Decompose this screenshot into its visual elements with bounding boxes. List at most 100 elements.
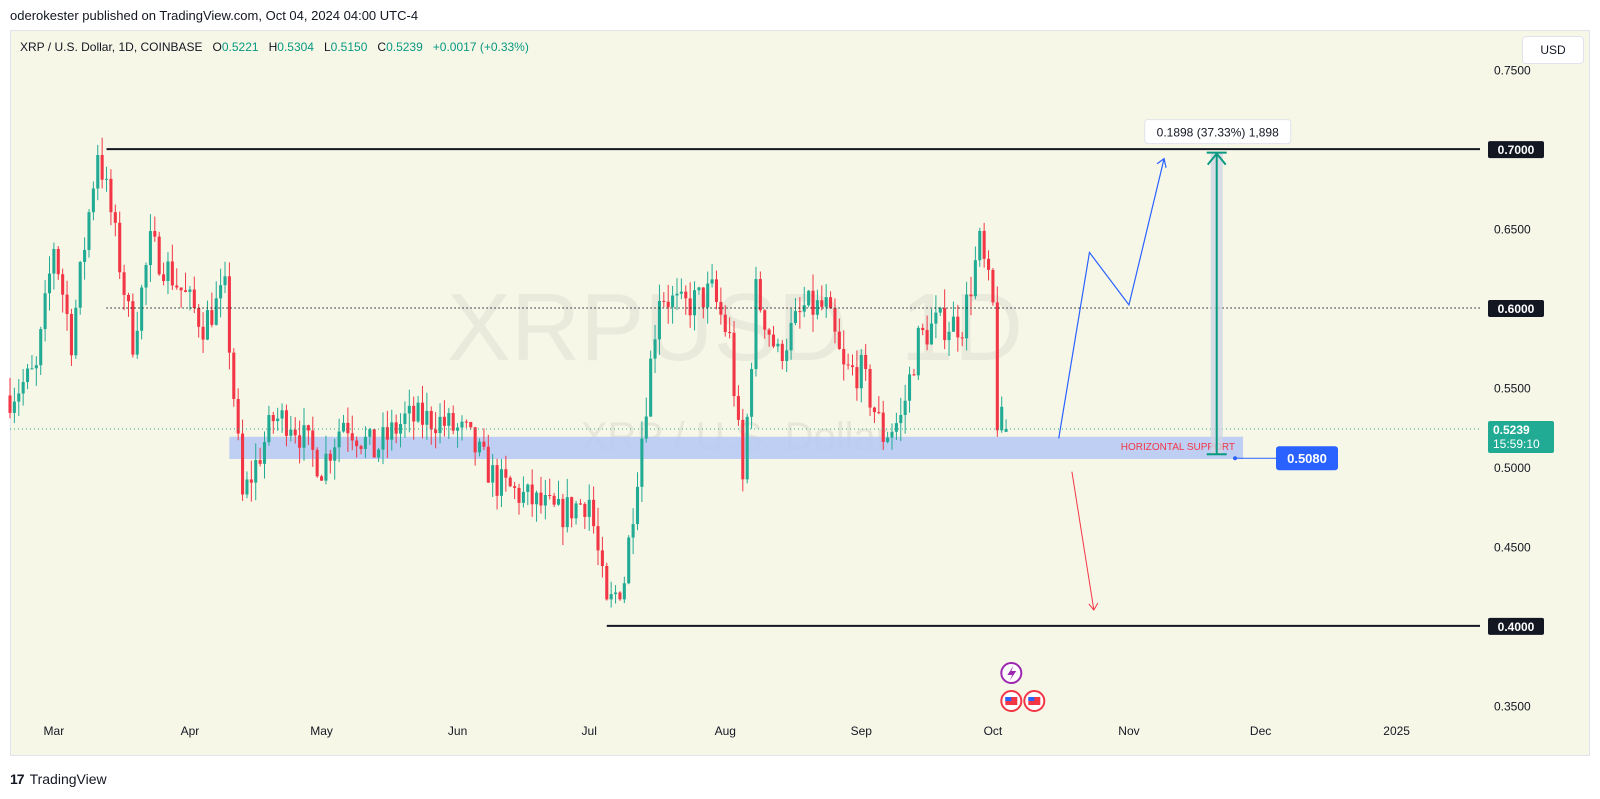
candle-body[interactable] — [824, 297, 828, 307]
candle-body[interactable] — [122, 272, 126, 295]
candle-body[interactable] — [991, 269, 995, 303]
candle-body[interactable] — [785, 350, 789, 362]
candle-body[interactable] — [416, 402, 420, 422]
candle-body[interactable] — [583, 503, 587, 517]
candle-body[interactable] — [802, 305, 806, 312]
candle-body[interactable] — [311, 430, 315, 450]
candle-body[interactable] — [205, 310, 209, 340]
candle-body[interactable] — [223, 276, 227, 286]
candle-body[interactable] — [328, 453, 332, 461]
candle-body[interactable] — [188, 289, 192, 292]
candle-body[interactable] — [758, 279, 762, 311]
candle-body[interactable] — [561, 498, 565, 528]
candle-body[interactable] — [697, 287, 701, 291]
candle-body[interactable] — [324, 453, 328, 481]
candle-body[interactable] — [407, 405, 411, 414]
candle-body[interactable] — [201, 326, 205, 340]
candle-body[interactable] — [855, 367, 859, 389]
candle-body[interactable] — [118, 222, 122, 273]
candle-body[interactable] — [210, 310, 214, 325]
candle-body[interactable] — [8, 395, 12, 413]
candle-body[interactable] — [925, 330, 929, 345]
candle-body[interactable] — [934, 312, 938, 324]
candle-body[interactable] — [425, 410, 429, 425]
candle-body[interactable] — [236, 398, 240, 434]
candle-body[interactable] — [442, 416, 446, 426]
candle-body[interactable] — [385, 427, 389, 440]
support-tag[interactable] — [1276, 446, 1338, 471]
candle-body[interactable] — [284, 410, 288, 436]
candle-body[interactable] — [293, 429, 297, 436]
candle-body[interactable] — [833, 308, 837, 332]
candle-body[interactable] — [789, 323, 793, 351]
candle-body[interactable] — [513, 486, 517, 488]
candle-body[interactable] — [504, 469, 508, 478]
candle-body[interactable] — [482, 441, 486, 447]
candle-body[interactable] — [91, 188, 95, 213]
candle-body[interactable] — [363, 436, 367, 449]
candle-body[interactable] — [346, 422, 350, 434]
candle-body[interactable] — [719, 301, 723, 315]
candle-body[interactable] — [96, 155, 100, 189]
candle-body[interactable] — [214, 298, 218, 325]
candle-body[interactable] — [477, 441, 482, 453]
candle-body[interactable] — [30, 368, 34, 370]
candle-body[interactable] — [359, 446, 363, 449]
candle-body[interactable] — [280, 410, 284, 419]
candle-body[interactable] — [39, 329, 43, 366]
candle-body[interactable] — [337, 431, 341, 448]
candle-body[interactable] — [140, 287, 144, 331]
candle-body[interactable] — [574, 503, 578, 519]
candle-body[interactable] — [710, 279, 714, 284]
candle-body[interactable] — [662, 300, 666, 302]
candle-body[interactable] — [754, 279, 758, 370]
candle-body[interactable] — [723, 314, 727, 332]
candle-body[interactable] — [258, 460, 262, 464]
candle-body[interactable] — [530, 484, 534, 505]
candle-body[interactable] — [65, 294, 69, 314]
candle-body[interactable] — [21, 382, 25, 394]
candle-body[interactable] — [640, 438, 644, 487]
candle-body[interactable] — [605, 565, 609, 600]
candle-body[interactable] — [456, 427, 460, 431]
candle-body[interactable] — [315, 449, 319, 477]
candle-body[interactable] — [859, 354, 863, 389]
candle-body[interactable] — [736, 396, 740, 420]
candle-body[interactable] — [495, 465, 499, 496]
candle-body[interactable] — [908, 374, 912, 401]
candle-body[interactable] — [539, 492, 543, 506]
candle-body[interactable] — [688, 298, 692, 316]
candle-body[interactable] — [166, 261, 170, 281]
candle-body[interactable] — [807, 290, 811, 306]
candle-body[interactable] — [627, 537, 631, 584]
projection-up-path[interactable] — [1058, 158, 1165, 439]
candle-body[interactable] — [183, 290, 188, 292]
candle-body[interactable] — [671, 295, 675, 308]
currency-button[interactable]: USD — [1522, 36, 1584, 64]
candle-body[interactable] — [499, 469, 503, 496]
candle-body[interactable] — [245, 479, 249, 495]
candle-body[interactable] — [56, 248, 60, 275]
candle-body[interactable] — [570, 497, 574, 519]
candle-body[interactable] — [276, 418, 280, 422]
candle-body[interactable] — [750, 369, 754, 417]
candle-body[interactable] — [535, 492, 539, 505]
candle-body[interactable] — [526, 484, 530, 492]
candle-body[interactable] — [745, 416, 749, 480]
candle-body[interactable] — [732, 332, 736, 397]
candle-body[interactable] — [600, 550, 604, 566]
candle-body[interactable] — [491, 465, 495, 483]
candle-body[interactable] — [1000, 406, 1004, 431]
candle-body[interactable] — [105, 178, 109, 180]
candle-body[interactable] — [232, 352, 236, 399]
candle-body[interactable] — [447, 413, 451, 426]
candle-body[interactable] — [241, 433, 245, 495]
candle-body[interactable] — [43, 293, 47, 330]
candle-body[interactable] — [614, 592, 618, 595]
candle-body[interactable] — [973, 260, 977, 297]
support-tag-anchor[interactable] — [1233, 456, 1238, 461]
candle-body[interactable] — [877, 412, 881, 414]
candle-body[interactable] — [394, 422, 398, 434]
candle-body[interactable] — [741, 419, 745, 480]
